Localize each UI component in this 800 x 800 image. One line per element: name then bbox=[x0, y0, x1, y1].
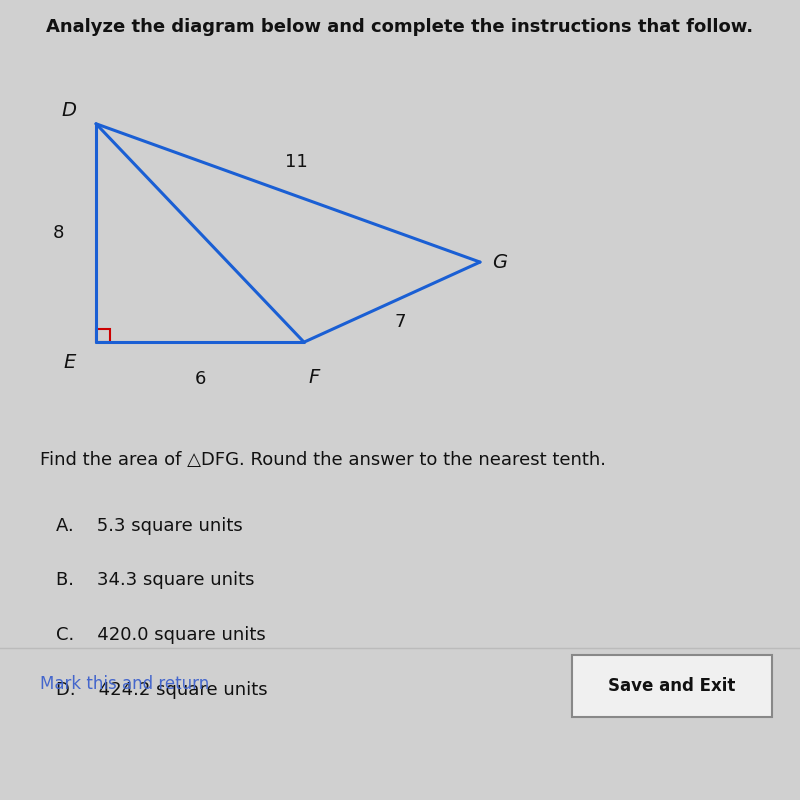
Text: C.    420.0 square units: C. 420.0 square units bbox=[56, 626, 266, 644]
Text: F: F bbox=[308, 368, 319, 386]
Text: 7: 7 bbox=[394, 313, 406, 331]
Text: 11: 11 bbox=[285, 153, 307, 171]
Text: Find the area of △DFG. Round the answer to the nearest tenth.: Find the area of △DFG. Round the answer … bbox=[40, 451, 606, 470]
FancyBboxPatch shape bbox=[572, 655, 772, 717]
Text: G: G bbox=[492, 253, 507, 271]
Bar bbox=[96, 329, 110, 342]
Text: D: D bbox=[61, 101, 76, 120]
Text: Save and Exit: Save and Exit bbox=[608, 677, 736, 695]
Text: 6: 6 bbox=[194, 370, 206, 388]
Text: Analyze the diagram below and complete the instructions that follow.: Analyze the diagram below and complete t… bbox=[46, 18, 754, 36]
Text: A.    5.3 square units: A. 5.3 square units bbox=[56, 517, 242, 535]
Text: B.    34.3 square units: B. 34.3 square units bbox=[56, 571, 254, 590]
Text: Mark this and return: Mark this and return bbox=[40, 675, 210, 694]
Text: D.    424.2 square units: D. 424.2 square units bbox=[56, 681, 268, 698]
Text: 8: 8 bbox=[53, 224, 64, 242]
Text: E: E bbox=[64, 353, 76, 372]
